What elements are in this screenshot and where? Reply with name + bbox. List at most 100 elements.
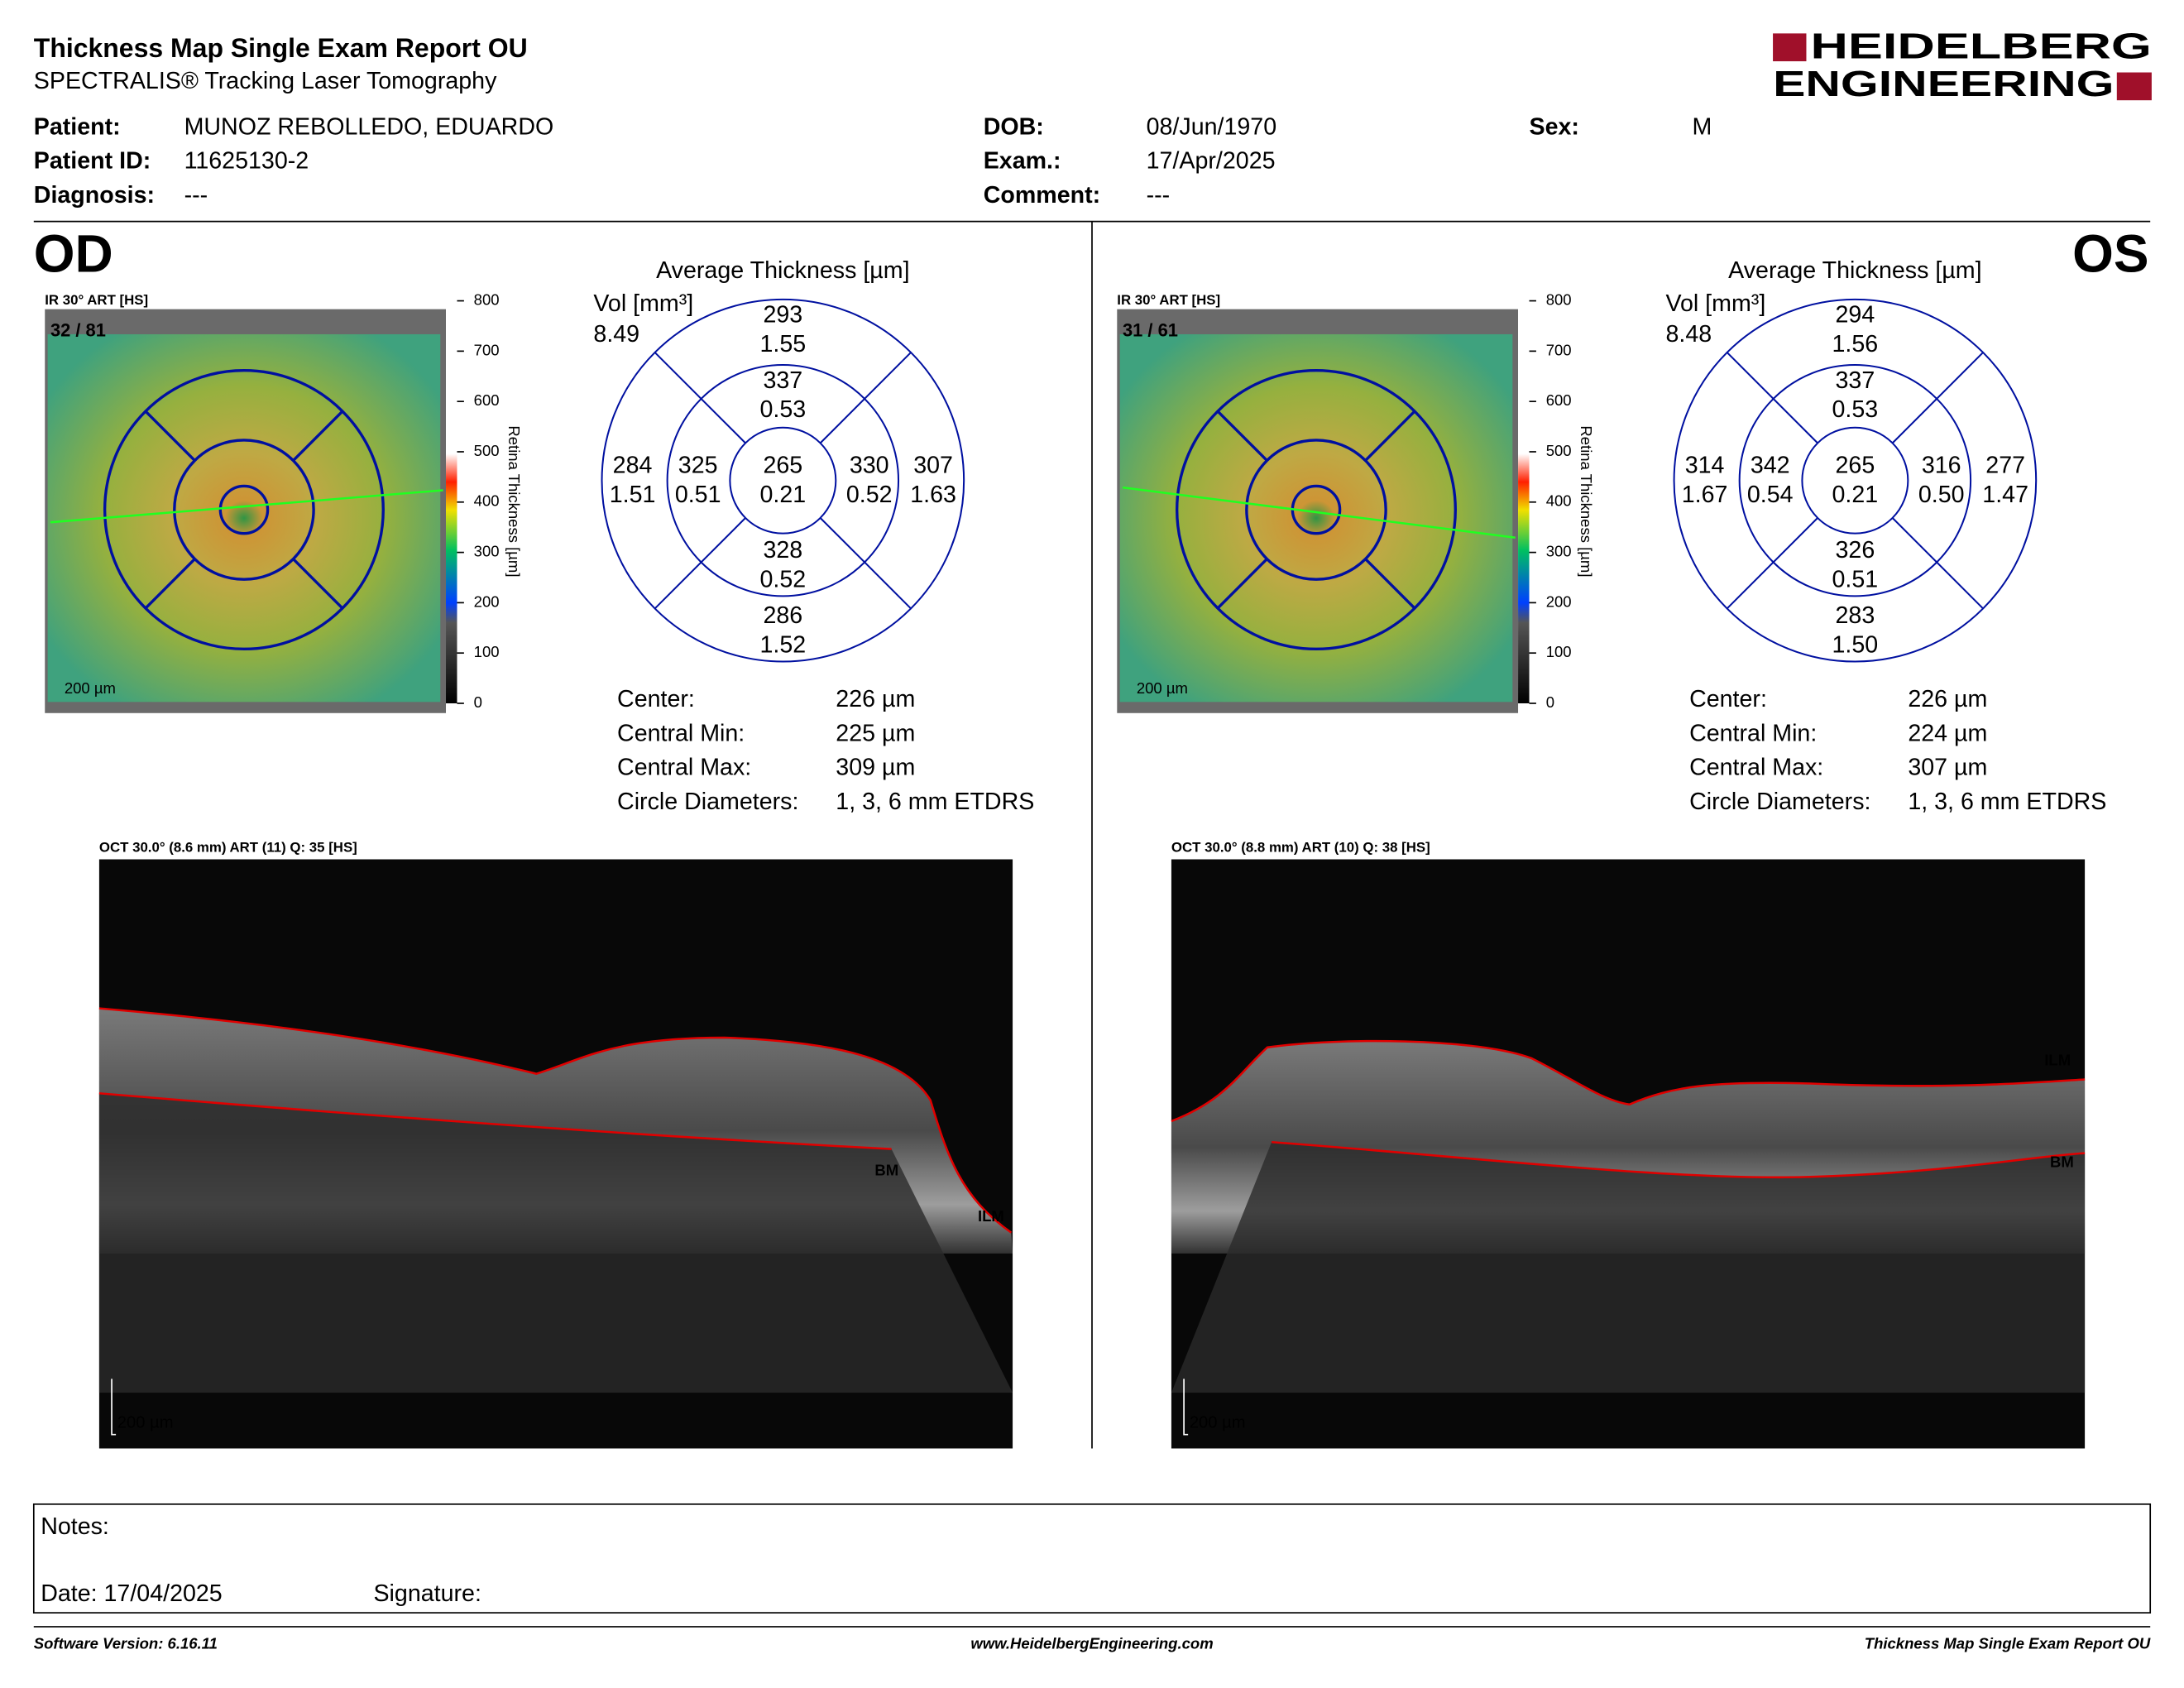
etdrs-circle bbox=[666, 363, 900, 597]
sector-thickness: 307 bbox=[913, 452, 953, 478]
vol-total: 8.49 bbox=[593, 321, 639, 348]
scale-label: 200 µm bbox=[117, 1414, 174, 1432]
colorbar-tick-label: 800 bbox=[1546, 290, 1572, 308]
etdrs-grid bbox=[1175, 369, 1457, 651]
colorbar-tick-label: 100 bbox=[1546, 643, 1572, 660]
colorbar bbox=[1518, 300, 1530, 703]
sector-thickness: 294 bbox=[1836, 302, 1875, 328]
sector-thickness: 337 bbox=[1836, 367, 1875, 394]
sector-volume: 1.52 bbox=[759, 632, 806, 659]
field-value: --- bbox=[1147, 182, 1171, 209]
sector-volume: 0.51 bbox=[1832, 566, 1879, 592]
stat-value: 307 µm bbox=[1908, 755, 1987, 781]
sector-thickness: 265 bbox=[1836, 452, 1875, 478]
stat-label: Center: bbox=[617, 686, 695, 712]
field-label: Patient ID: bbox=[34, 148, 151, 175]
etdrs-circle bbox=[1673, 298, 2038, 663]
map-title: Average Thickness [µm] bbox=[1728, 257, 1981, 284]
stat-value: 1, 3, 6 mm ETDRS bbox=[836, 789, 1034, 815]
etdrs-grid bbox=[291, 557, 344, 610]
notes-label: Notes: bbox=[41, 1513, 109, 1540]
colorbar-tick-label: 400 bbox=[474, 492, 500, 510]
eye-label: OS bbox=[2072, 223, 2148, 283]
stat-label: Central Max: bbox=[1689, 755, 1823, 781]
etdrs-circle bbox=[1738, 363, 1972, 597]
etdrs-divider bbox=[820, 352, 912, 444]
etdrs-circle bbox=[1801, 426, 1909, 535]
stat-value: 225 µm bbox=[836, 720, 915, 746]
notes-date: Date: 17/04/2025 bbox=[41, 1580, 223, 1607]
sector-volume: 1.55 bbox=[759, 331, 806, 357]
stat-label: Central Max: bbox=[617, 755, 751, 781]
oct-marker: ILM bbox=[978, 1207, 1004, 1225]
sector-thickness: 284 bbox=[613, 452, 653, 478]
sector-volume: 0.52 bbox=[846, 482, 893, 508]
oct-choroid bbox=[98, 1093, 1013, 1393]
sector-volume: 0.51 bbox=[675, 482, 721, 508]
field-label: Patient: bbox=[34, 113, 121, 140]
oct-marker: ILM bbox=[2044, 1051, 2071, 1068]
sector-volume: 1.56 bbox=[1832, 331, 1879, 357]
sector-thickness: 330 bbox=[850, 452, 889, 478]
field-value: --- bbox=[184, 182, 208, 209]
ilm-line bbox=[1171, 1039, 2086, 1123]
colorbar-tick-label: 600 bbox=[474, 391, 500, 409]
field-label: Comment: bbox=[984, 182, 1100, 209]
etdrs-divider bbox=[654, 352, 746, 444]
sector-volume: 0.50 bbox=[1918, 482, 1965, 508]
colorbar-label: Retina Thickness [µm] bbox=[505, 425, 523, 577]
sector-thickness: 283 bbox=[1836, 602, 1875, 629]
stat-value: 309 µm bbox=[836, 755, 915, 781]
scale-label: 200 µm bbox=[65, 679, 116, 697]
ir-overlay: 31 / 61 bbox=[1123, 319, 1178, 340]
field-label: Diagnosis: bbox=[34, 182, 155, 209]
thickness-overlay bbox=[1119, 333, 1513, 703]
sector-thickness: 286 bbox=[763, 602, 802, 629]
colorbar-tick-label: 300 bbox=[1546, 542, 1572, 559]
sector-volume: 0.53 bbox=[1832, 396, 1879, 423]
sector-thickness: 337 bbox=[763, 367, 802, 394]
field-label: DOB: bbox=[984, 113, 1044, 140]
etdrs-grid bbox=[218, 484, 270, 535]
colorbar-tick-label: 400 bbox=[1546, 492, 1572, 510]
footer-software: Software Version: 6.16.11 bbox=[34, 1635, 218, 1652]
field-label: Exam.: bbox=[984, 148, 1061, 175]
scale-bar bbox=[1183, 1379, 1189, 1436]
etdrs-grid bbox=[1245, 439, 1387, 581]
sector-volume: 0.53 bbox=[759, 396, 806, 423]
oct-choroid bbox=[1171, 1142, 2086, 1393]
stat-label: Circle Diameters: bbox=[1689, 789, 1870, 815]
stat-label: Central Min: bbox=[617, 720, 745, 746]
etdrs-grid bbox=[144, 557, 197, 610]
oct-label: OCT 30.0° (8.6 mm) ART (11) Q: 35 [HS] bbox=[99, 840, 357, 856]
eye-label: OD bbox=[34, 223, 113, 283]
stat-value: 1, 3, 6 mm ETDRS bbox=[1908, 789, 2106, 815]
footer-report: Thickness Map Single Exam Report OU bbox=[1865, 1635, 2151, 1652]
sector-thickness: 277 bbox=[1985, 452, 2025, 478]
stat-value: 224 µm bbox=[1908, 720, 1987, 746]
logo-text: ENGINEERING bbox=[1773, 64, 2114, 104]
sector-volume: 0.52 bbox=[759, 566, 806, 592]
etdrs-grid bbox=[103, 369, 385, 651]
field-value: 17/Apr/2025 bbox=[1147, 148, 1276, 175]
oct-marker: BM bbox=[874, 1161, 898, 1178]
colorbar-tick-label: 0 bbox=[474, 693, 482, 711]
sector-volume: 0.21 bbox=[1832, 482, 1879, 508]
colorbar-tick-label: 200 bbox=[474, 592, 500, 610]
etdrs-circle bbox=[729, 426, 837, 535]
etdrs-grid bbox=[1216, 557, 1269, 610]
sector-thickness: 316 bbox=[1922, 452, 1961, 478]
stat-value: 226 µm bbox=[1908, 686, 1987, 712]
colorbar-tick-label: 800 bbox=[474, 290, 500, 308]
report-title: Thickness Map Single Exam Report OU bbox=[34, 33, 528, 63]
sector-volume: 1.67 bbox=[1682, 482, 1728, 508]
sector-volume: 1.51 bbox=[610, 482, 656, 508]
footer-url: www.HeidelbergEngineering.com bbox=[970, 1635, 1213, 1652]
etdrs-grid bbox=[144, 410, 197, 463]
etdrs-divider bbox=[654, 517, 746, 610]
etdrs-grid bbox=[1363, 557, 1416, 610]
sector-thickness: 325 bbox=[678, 452, 718, 478]
etdrs-divider bbox=[1892, 352, 1984, 444]
